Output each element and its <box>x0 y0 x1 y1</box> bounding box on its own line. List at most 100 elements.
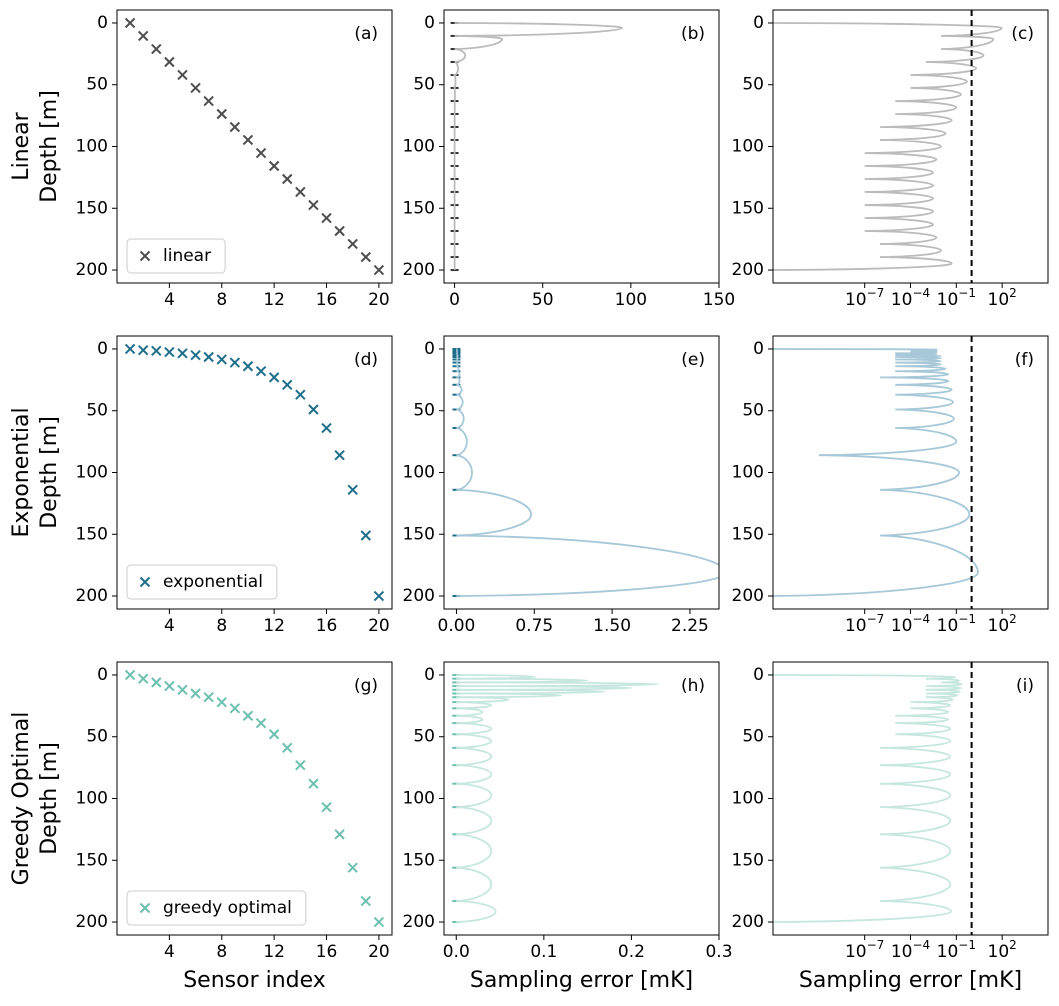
marker <box>242 361 254 372</box>
marker <box>268 160 280 172</box>
marker <box>203 351 214 363</box>
x-tick-label: 16 <box>316 616 338 636</box>
y-tick-label: 100 <box>732 137 764 157</box>
y-tick-label: 100 <box>732 463 764 483</box>
marker <box>229 703 241 714</box>
marker <box>229 357 241 368</box>
marker <box>124 343 136 355</box>
axes-frame <box>116 335 393 610</box>
marker <box>124 669 136 681</box>
marker <box>360 895 372 907</box>
legend-box <box>126 564 278 600</box>
x-tick-label: 0.75 <box>515 616 553 636</box>
marker <box>164 346 175 358</box>
y-tick-label: 200 <box>76 912 108 932</box>
x-axis-label: Sampling error [mK] <box>470 968 693 993</box>
y-tick-label: 0 <box>424 339 435 359</box>
y-tick-label: 50 <box>413 727 435 747</box>
legend: greedy optimal <box>126 890 307 926</box>
plot-area <box>124 669 385 928</box>
legend: exponential <box>126 564 278 600</box>
legend-label: linear <box>163 246 211 266</box>
y-tick-label: 100 <box>76 789 108 809</box>
y-tick-label: 200 <box>732 912 764 932</box>
marker <box>177 69 188 81</box>
error-profile <box>773 348 979 597</box>
legend-box <box>126 238 226 274</box>
plot-area <box>124 17 385 276</box>
marker <box>347 484 358 496</box>
marker <box>137 30 149 42</box>
y-tick-label: 0 <box>424 13 435 33</box>
panel-label: (g) <box>354 676 378 696</box>
y-tick-label: 50 <box>742 401 764 421</box>
marker <box>190 688 201 699</box>
x-tick-label: 102 <box>988 286 1017 311</box>
marker <box>321 801 332 813</box>
y-tick-label: 50 <box>86 727 108 747</box>
x-tick-label: 1.50 <box>593 616 631 636</box>
x-axis-label: Sampling error [mK] <box>799 968 1022 993</box>
error-profile <box>773 22 1003 271</box>
y-tick-label: 0 <box>97 339 108 359</box>
y-tick-label: 0 <box>753 665 764 685</box>
x-tick-label: 0.3 <box>705 942 732 962</box>
marker <box>360 251 372 263</box>
marker <box>216 354 227 365</box>
axes-frame <box>443 661 720 936</box>
axes-frame <box>772 9 1049 284</box>
marker <box>347 862 358 873</box>
marker <box>255 147 267 159</box>
x-tick-label: 16 <box>316 290 338 310</box>
legend-box <box>126 890 307 926</box>
y-tick-label: 150 <box>732 850 764 870</box>
marker <box>308 778 319 789</box>
marker <box>190 349 201 361</box>
marker <box>321 212 332 224</box>
y-tick-label: 50 <box>413 75 435 95</box>
y-tick-label: 100 <box>76 137 108 157</box>
marker <box>282 742 293 754</box>
x-tick-label: 0 <box>449 290 460 310</box>
marker <box>151 677 162 688</box>
marker <box>151 345 162 357</box>
x-tick-label: 4 <box>164 616 175 636</box>
marker <box>295 389 306 400</box>
x-tick-label: 2.25 <box>671 616 709 636</box>
x-tick-label: 10−4 <box>891 612 930 637</box>
x-tick-label: 8 <box>216 290 227 310</box>
x-tick-label: 0.0 <box>443 942 470 962</box>
y-tick-label: 0 <box>753 13 764 33</box>
marker <box>216 696 227 708</box>
y-tick-label: 0 <box>97 13 108 33</box>
x-tick-label: 10−1 <box>937 938 976 963</box>
y-tick-label: 150 <box>76 198 108 218</box>
y-tick-label: 100 <box>403 137 435 157</box>
error-profile <box>456 674 659 923</box>
y-tick-label: 0 <box>424 665 435 685</box>
x-tick-label: 0.2 <box>618 942 645 962</box>
y-tick-label: 200 <box>403 912 435 932</box>
x-tick-label: 12 <box>263 290 285 310</box>
marker <box>255 365 267 377</box>
x-tick-label: 0.1 <box>530 942 557 962</box>
y-axis-label: Depth [m] <box>37 742 62 855</box>
y-tick-label: 50 <box>86 75 108 95</box>
panel-label: (h) <box>681 676 705 696</box>
marker <box>268 372 280 383</box>
marker <box>255 717 267 729</box>
marker <box>203 95 214 107</box>
axes-frame <box>772 335 1049 610</box>
x-tick-label: 20 <box>368 616 390 636</box>
y-tick-label: 100 <box>76 463 108 483</box>
legend-marker <box>139 902 151 914</box>
marker <box>295 759 306 771</box>
y-tick-label: 200 <box>732 260 764 280</box>
x-tick-label: 50 <box>532 290 554 310</box>
y-tick-label: 100 <box>403 789 435 809</box>
y-tick-label: 50 <box>742 75 764 95</box>
x-tick-label: 102 <box>988 938 1017 963</box>
panel-label: (d) <box>354 350 378 370</box>
y-tick-label: 0 <box>753 339 764 359</box>
